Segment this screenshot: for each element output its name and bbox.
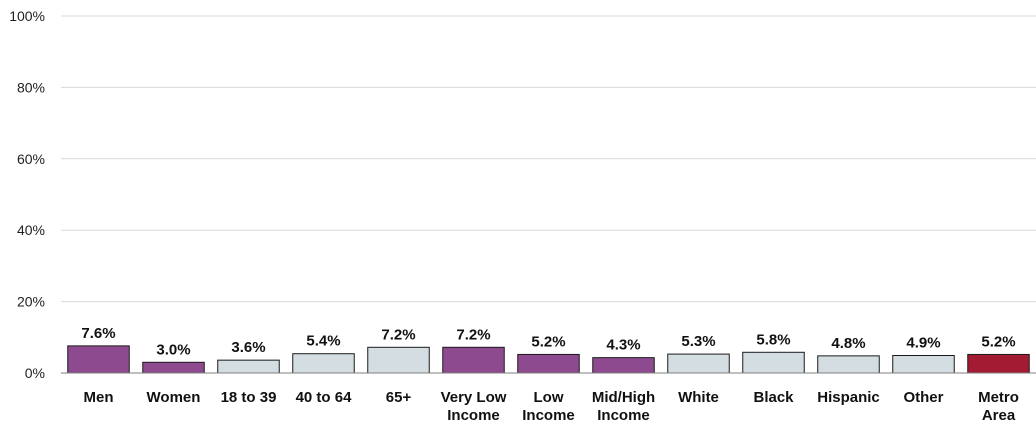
data-label: 4.3% — [606, 337, 640, 354]
x-tick-label-line: 65+ — [386, 389, 412, 406]
x-tick-label-line: Very Low — [441, 389, 507, 406]
x-tick-label: Black — [753, 389, 794, 406]
y-tick-label: 100% — [9, 8, 45, 24]
bar-11 — [817, 355, 880, 374]
x-axis-labels: Men Women 18 to 39 40 to 64 65+ Very Low Incom… — [84, 389, 1019, 424]
x-tick-label-line: Hispanic — [817, 389, 880, 406]
data-label: 4.9% — [906, 335, 940, 352]
x-tick-label-line: Mid/High — [592, 389, 655, 406]
data-labels: 7.6% 3.0% 3.6% 5.4% 7.2% 7.2% 5.2% 4.3% 5.3% 5.8%… — [81, 325, 1015, 358]
bar-13 — [967, 353, 1030, 374]
x-tick-label: Men — [84, 389, 114, 406]
data-label: 5.8% — [756, 331, 790, 348]
bar-10 — [742, 351, 805, 374]
x-tick-label: Other — [903, 389, 943, 406]
x-tick-label-line: Income — [522, 407, 575, 424]
y-tick-label: 40% — [17, 222, 45, 238]
y-tick-label: 20% — [17, 294, 45, 310]
y-tick-label: 0% — [25, 365, 45, 381]
x-tick-label: 18 to 39 — [221, 389, 277, 406]
bar-4 — [292, 353, 355, 374]
x-tick-label-line: Black — [753, 389, 794, 406]
x-tick-label-line: White — [678, 389, 719, 406]
x-tick-label-line: 40 to 64 — [296, 389, 353, 406]
bar-12 — [892, 355, 955, 374]
data-label: 3.0% — [156, 341, 190, 358]
x-tick-label-line: Income — [447, 407, 500, 424]
bar-1 — [67, 345, 130, 374]
x-tick-label: Very Low Income — [441, 389, 507, 424]
bars — [67, 345, 1030, 374]
x-tick-label: Hispanic — [817, 389, 880, 406]
bar-2 — [142, 361, 205, 374]
data-label: 7.2% — [456, 326, 490, 343]
data-label: 7.6% — [81, 325, 115, 342]
data-label: 3.6% — [231, 339, 265, 356]
gridlines — [61, 15, 1036, 303]
bar-7 — [517, 353, 580, 374]
data-label: 4.8% — [831, 335, 865, 352]
x-tick-label-line: Area — [982, 407, 1016, 424]
x-tick-label: Mid/High Income — [592, 389, 655, 424]
x-tick-label-line: Men — [84, 389, 114, 406]
x-tick-label: White — [678, 389, 719, 406]
bar-8 — [592, 357, 655, 374]
data-label: 7.2% — [381, 326, 415, 343]
x-tick-label-line: Income — [597, 407, 650, 424]
bar-9 — [667, 353, 730, 374]
y-axis-ticks: 0% 20% 40% 60% 80% 100% — [9, 8, 45, 381]
data-label: 5.3% — [681, 333, 715, 350]
x-tick-label: Low Income — [522, 389, 575, 424]
data-label: 5.2% — [981, 333, 1015, 350]
x-tick-label-line: Low — [534, 389, 564, 406]
x-tick-label-line: Women — [147, 389, 201, 406]
bar-6 — [442, 346, 505, 374]
y-tick-label: 80% — [17, 79, 45, 95]
x-tick-label-line: Other — [903, 389, 943, 406]
data-label: 5.4% — [306, 333, 340, 350]
y-tick-label: 60% — [17, 151, 45, 167]
x-tick-label: 65+ — [386, 389, 412, 406]
x-tick-label-line: Metro — [978, 389, 1019, 406]
x-tick-label: Metro Area — [978, 389, 1019, 424]
data-label: 5.2% — [531, 333, 565, 350]
bar-3 — [217, 359, 280, 374]
x-tick-label-line: 18 to 39 — [221, 389, 277, 406]
x-tick-label: Women — [147, 389, 201, 406]
bar-5 — [367, 346, 430, 374]
x-tick-label: 40 to 64 — [296, 389, 353, 406]
